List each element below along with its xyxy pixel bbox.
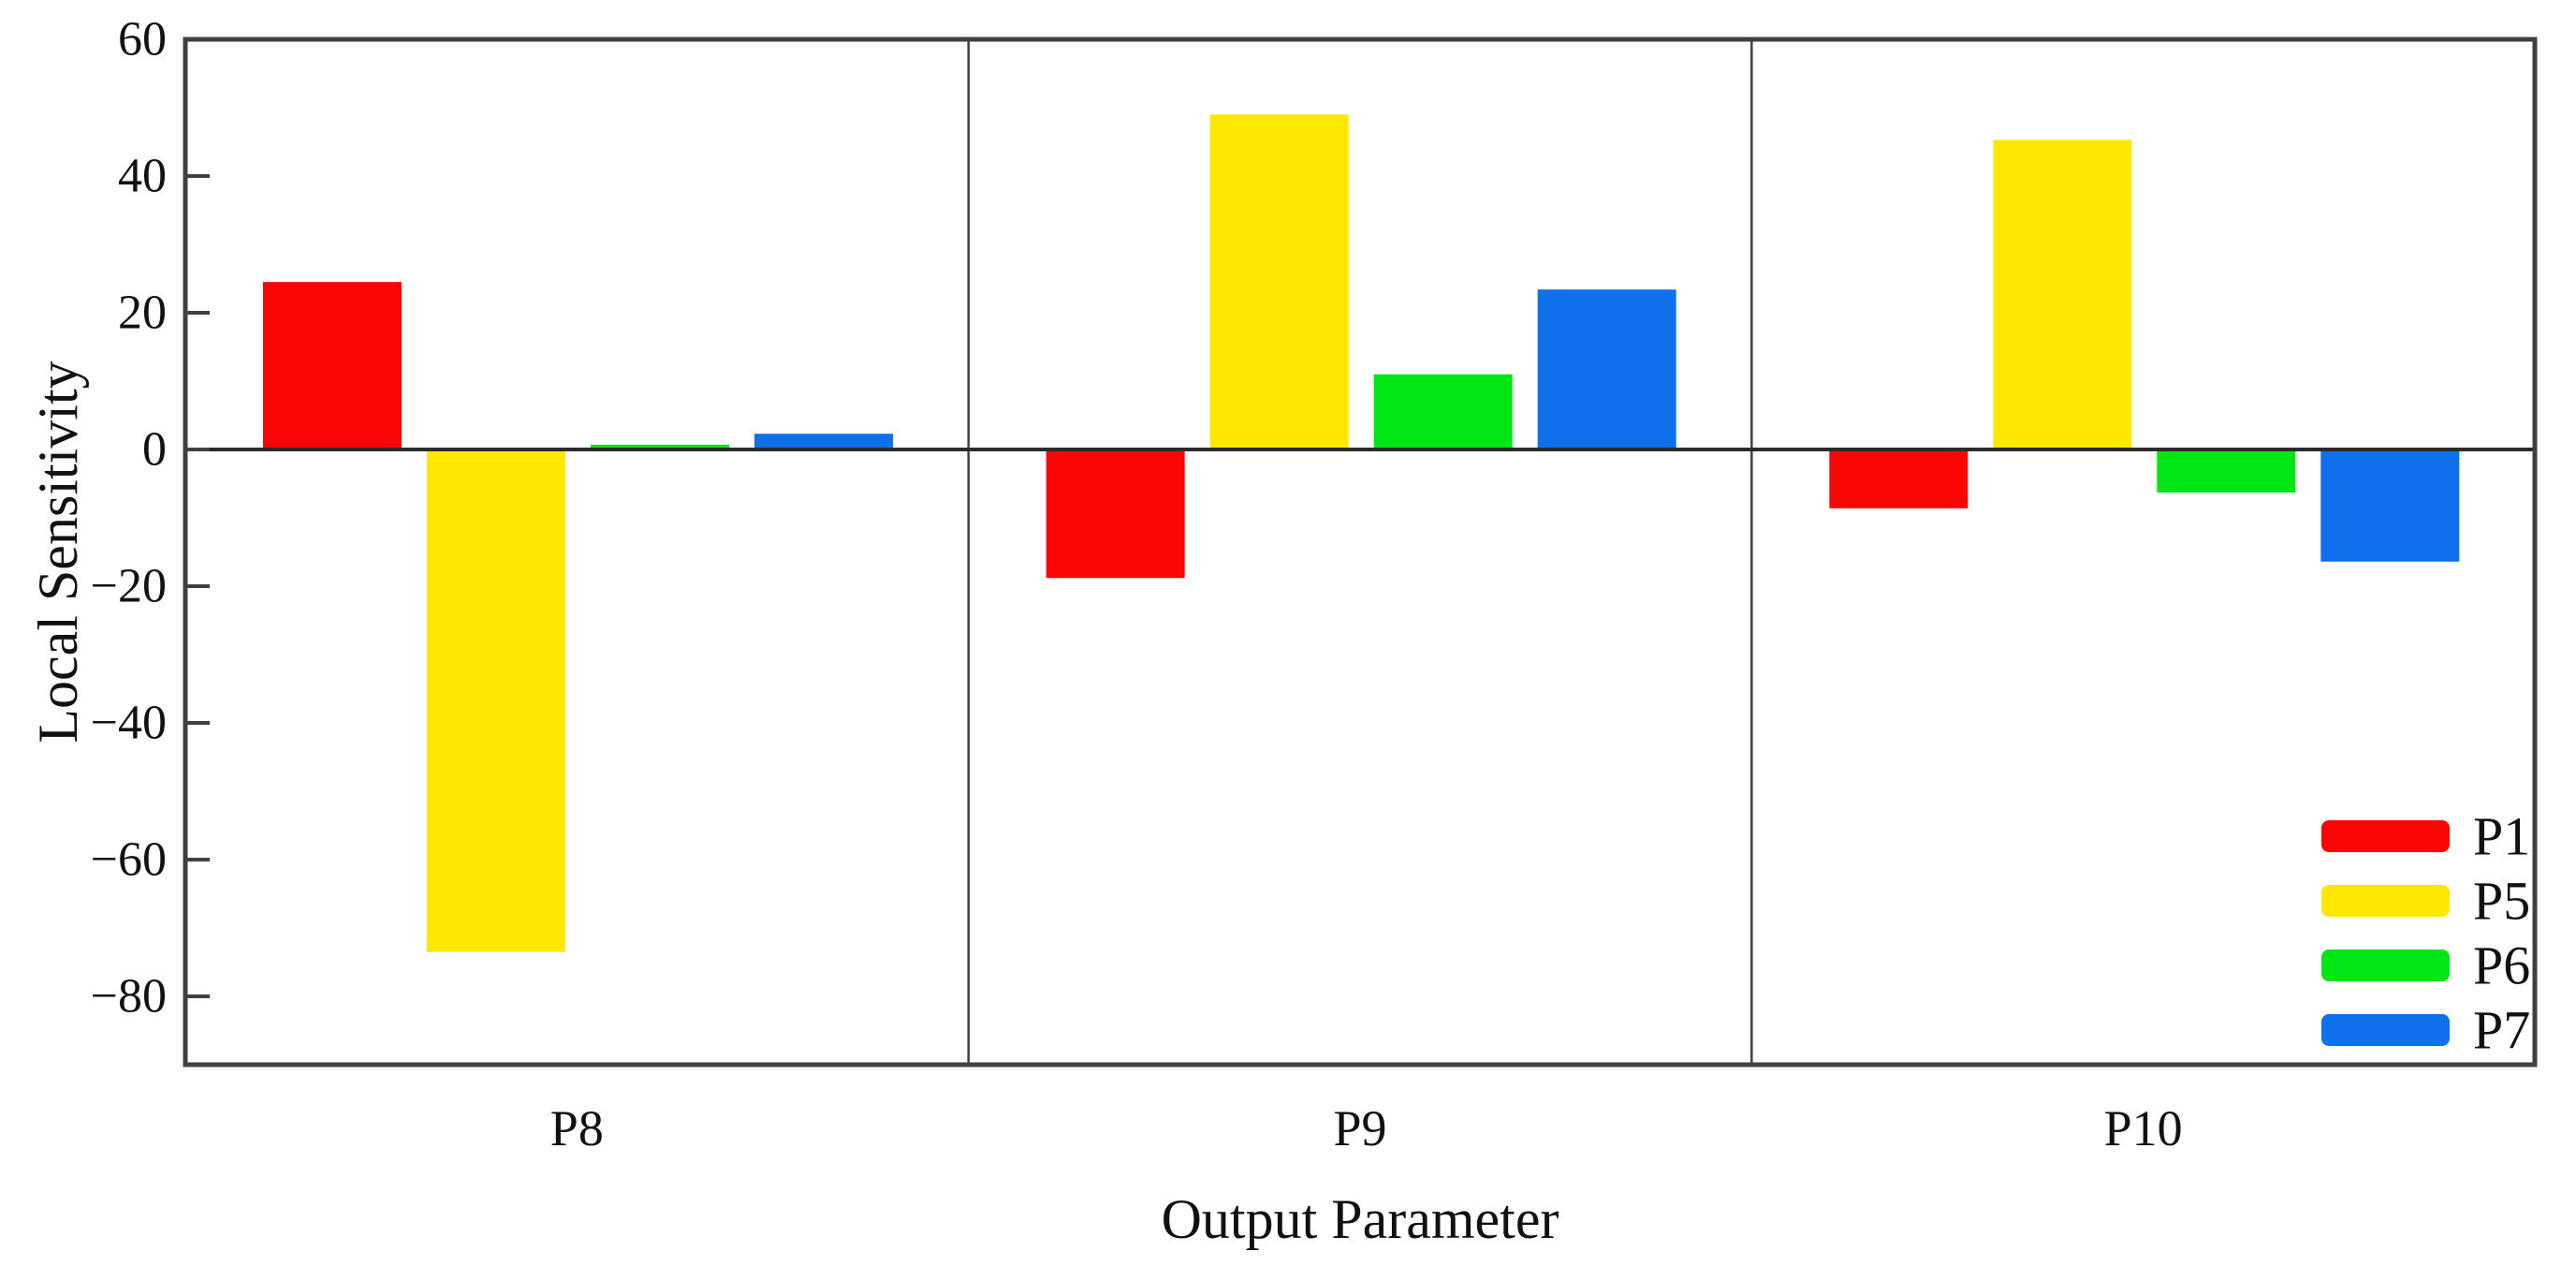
bar-P10-P6 [2157,449,2296,493]
bar-P9-P7 [1537,289,1676,449]
x-category-label: P9 [1333,1100,1386,1156]
legend-swatch-P7 [2321,1014,2450,1046]
x-category-label: P8 [550,1100,604,1156]
legend-label-P1: P1 [2473,806,2530,867]
y-tick-label: −60 [91,833,167,887]
plot-frame [183,37,2538,1068]
y-tick-label: 20 [118,287,167,340]
bar-P9-P5 [1209,114,1349,450]
legend-label-P7: P7 [2473,1000,2530,1061]
bar-P8-P1 [263,282,402,449]
bar-P8-P6 [591,444,729,449]
x-axis-title: Output Parameter [1162,1188,1559,1250]
bar-P9-P1 [1046,449,1185,579]
y-axis-title: Local Sensitivity [27,361,89,743]
x-category-label: P10 [2104,1100,2183,1156]
legend-swatch-P1 [2321,820,2450,852]
bar-P8-P5 [427,449,565,952]
y-tick-label: −80 [91,970,167,1023]
legend-label-P5: P5 [2473,871,2530,932]
bar-P9-P6 [1373,374,1513,449]
legend-label-P6: P6 [2473,935,2530,996]
y-tick-label: 40 [118,150,167,203]
bar-P8-P7 [754,434,893,449]
legend-swatch-P6 [2321,950,2450,981]
y-tick-label: −20 [91,560,167,613]
bar-P10-P5 [1993,140,2132,449]
y-tick-label: 60 [118,13,167,66]
bar-P10-P7 [2320,449,2460,562]
y-tick-label: −40 [91,697,167,750]
bar-P10-P1 [1829,449,1969,508]
y-tick-label: 0 [142,423,167,477]
legend-swatch-P5 [2321,885,2450,917]
